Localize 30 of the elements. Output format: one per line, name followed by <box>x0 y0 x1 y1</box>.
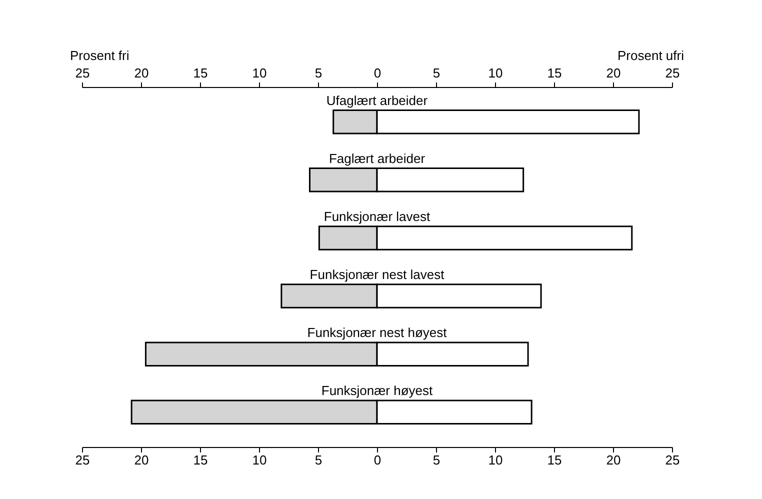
x2-tick-label: 20 <box>606 452 621 468</box>
y-tick-label: Funksjonær høyest <box>321 383 434 398</box>
x-tick-label: 20 <box>606 66 621 80</box>
x2-tick-label: 10 <box>488 452 503 468</box>
x-tick-label: 20 <box>134 66 149 80</box>
x2-tick-label: 20 <box>134 452 149 468</box>
x-tick-label: 0 <box>374 66 382 80</box>
x-tick-label: 5 <box>314 66 322 80</box>
text: Prosent fri <box>70 48 130 63</box>
x2-tick-label: 15 <box>193 452 208 468</box>
y-tick-label: Ufaglært arbeider <box>326 92 428 108</box>
x2-tick-label: 15 <box>547 452 562 468</box>
x2-tick-label: 25 <box>665 452 680 468</box>
x-tick-label: 15 <box>193 66 208 80</box>
x-tick-label: 15 <box>547 66 562 80</box>
x2-tick-label: 25 <box>75 452 90 468</box>
x-tick-label: 10 <box>488 66 503 80</box>
x2-tick-label: 5 <box>432 452 440 468</box>
x2-tick-label: 10 <box>252 452 267 468</box>
y-tick-label: Faglært arbeider <box>328 150 426 166</box>
x-tick-label: 25 <box>75 66 90 80</box>
x2-tick-label: 5 <box>314 452 322 468</box>
y-tick-label: Funksjonær lavest <box>324 208 430 224</box>
y-tick-label: Funksjonær nest høyest <box>307 325 448 340</box>
y-tick-label: Funksjonær nest lavest <box>310 267 445 282</box>
x2-tick-label: 0 <box>374 452 382 468</box>
x-tick-label: 5 <box>432 66 440 80</box>
x-tick-label: 25 <box>665 66 680 80</box>
x-tick-label: 10 <box>252 66 267 80</box>
text: Prosent ufri <box>618 48 684 63</box>
